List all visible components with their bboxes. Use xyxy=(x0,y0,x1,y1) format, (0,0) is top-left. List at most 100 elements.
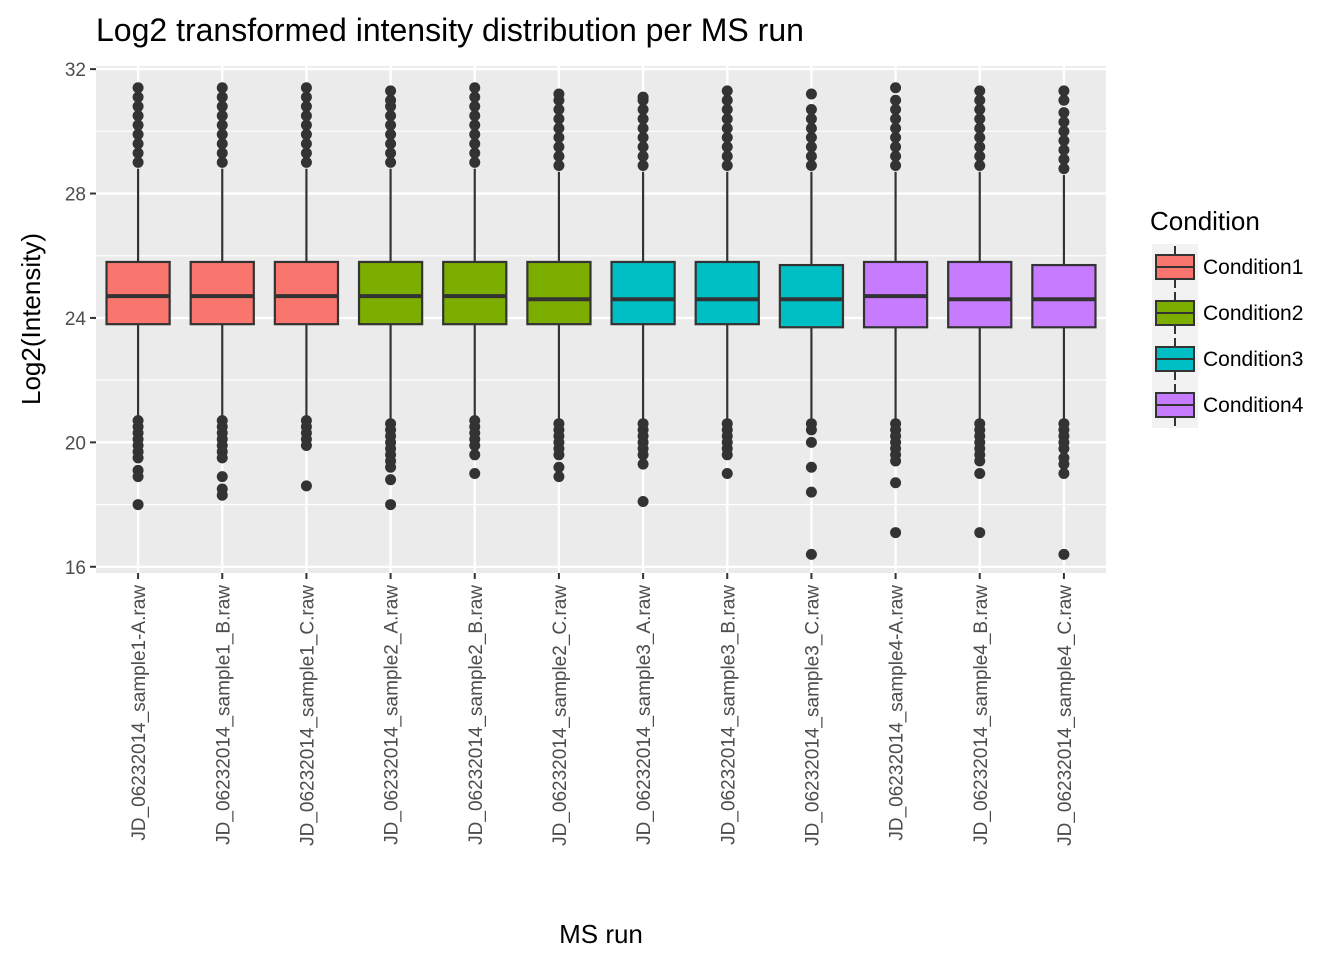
outlier-point xyxy=(300,91,312,103)
outlier-point xyxy=(721,85,733,97)
outlier-point xyxy=(553,104,565,116)
outlier-point xyxy=(637,458,649,470)
outlier-point xyxy=(890,477,902,489)
outlier-point xyxy=(1058,458,1070,470)
outlier-point xyxy=(385,110,397,122)
outlier-point xyxy=(132,452,144,464)
outlier-point xyxy=(132,147,144,159)
legend-title: Condition xyxy=(1150,206,1260,236)
outlier-point xyxy=(385,94,397,106)
legend-label: Condition1 xyxy=(1203,256,1303,279)
outlier-point xyxy=(132,156,144,168)
box-body xyxy=(610,260,676,326)
outlier-point xyxy=(805,548,817,560)
outlier-point xyxy=(216,91,228,103)
outlier-point xyxy=(216,82,228,94)
box-body xyxy=(947,260,1013,329)
outlier-point xyxy=(890,104,902,116)
x-tick-label: JD_06232014_sample4-A.raw xyxy=(887,585,908,841)
outlier-point xyxy=(553,471,565,483)
outlier-point xyxy=(216,156,228,168)
outlier-point xyxy=(216,489,228,501)
box-body xyxy=(1031,263,1097,329)
outlier-point xyxy=(721,449,733,461)
outlier-point xyxy=(132,471,144,483)
outlier-point xyxy=(637,91,649,103)
outlier-point xyxy=(385,128,397,140)
outlier-point xyxy=(890,122,902,134)
outlier-point xyxy=(216,100,228,112)
outlier-point xyxy=(890,150,902,162)
outlier-point xyxy=(974,150,986,162)
x-tick-label: JD_06232014_sample3_B.raw xyxy=(718,585,739,845)
x-tick-label: JD_06232014_sample1_C.raw xyxy=(297,585,318,846)
outlier-point xyxy=(553,150,565,162)
outlier-point xyxy=(805,150,817,162)
outlier-point xyxy=(890,94,902,106)
outlier-point xyxy=(637,160,649,172)
outlier-point xyxy=(1058,163,1070,175)
box-body xyxy=(357,260,424,326)
outlier-point xyxy=(890,527,902,539)
legend: Condition Condition1 Condition2 Condition3… xyxy=(1150,206,1304,428)
outlier-point xyxy=(216,128,228,140)
outlier-point xyxy=(1058,94,1070,106)
x-tick-label: JD_06232014_sample1-A.raw xyxy=(129,585,150,841)
outlier-point xyxy=(132,91,144,103)
box-4 xyxy=(357,85,424,511)
outlier-point xyxy=(805,122,817,134)
y-tick-label: 20 xyxy=(65,433,86,454)
legend-item-4: Condition4 xyxy=(1155,384,1304,426)
outlier-point xyxy=(890,132,902,144)
outlier-point xyxy=(1058,548,1070,560)
outlier-point xyxy=(300,119,312,131)
y-tick-label: 16 xyxy=(65,558,86,579)
box-body xyxy=(442,260,508,326)
outlier-point xyxy=(721,122,733,134)
outlier-point xyxy=(890,82,902,94)
outlier-point xyxy=(469,138,481,150)
outlier-point xyxy=(385,138,397,150)
outlier-point xyxy=(974,122,986,134)
outlier-point xyxy=(890,160,902,172)
box-5 xyxy=(442,82,508,479)
box-7 xyxy=(610,91,676,507)
x-axis: JD_06232014_sample1-A.raw JD_06232014_sam… xyxy=(129,573,1076,846)
x-axis-title: MS run xyxy=(559,919,643,949)
outlier-point xyxy=(974,160,986,172)
outlier-point xyxy=(132,499,144,511)
box-3 xyxy=(273,82,340,492)
y-axis: 16 20 24 28 32 xyxy=(65,60,96,579)
outlier-point xyxy=(721,132,733,144)
outlier-point xyxy=(132,138,144,150)
outlier-point xyxy=(974,527,986,539)
outlier-point xyxy=(805,436,817,448)
outlier-point xyxy=(216,138,228,150)
outlier-point xyxy=(216,110,228,122)
chart-title: Log2 transformed intensity distribution … xyxy=(96,12,804,48)
outlier-point xyxy=(385,461,397,473)
outlier-point xyxy=(216,119,228,131)
outlier-point xyxy=(1058,125,1070,137)
x-tick-label: JD_06232014_sample1_B.raw xyxy=(213,585,234,845)
outlier-point xyxy=(132,119,144,131)
outlier-point xyxy=(469,100,481,112)
outlier-point xyxy=(469,82,481,94)
outlier-point xyxy=(1058,443,1070,455)
outlier-point xyxy=(721,141,733,153)
outlier-point xyxy=(974,467,986,479)
box-11 xyxy=(947,85,1013,539)
box-body xyxy=(105,260,171,326)
outlier-point xyxy=(805,132,817,144)
plot-panel xyxy=(96,66,1106,573)
outlier-point xyxy=(637,495,649,507)
outlier-point xyxy=(890,113,902,125)
outlier-point xyxy=(805,141,817,153)
box-8 xyxy=(694,85,760,479)
outlier-point xyxy=(721,467,733,479)
outlier-point xyxy=(890,141,902,153)
outlier-point xyxy=(1058,135,1070,147)
box-body xyxy=(273,260,340,326)
outlier-point xyxy=(300,480,312,492)
